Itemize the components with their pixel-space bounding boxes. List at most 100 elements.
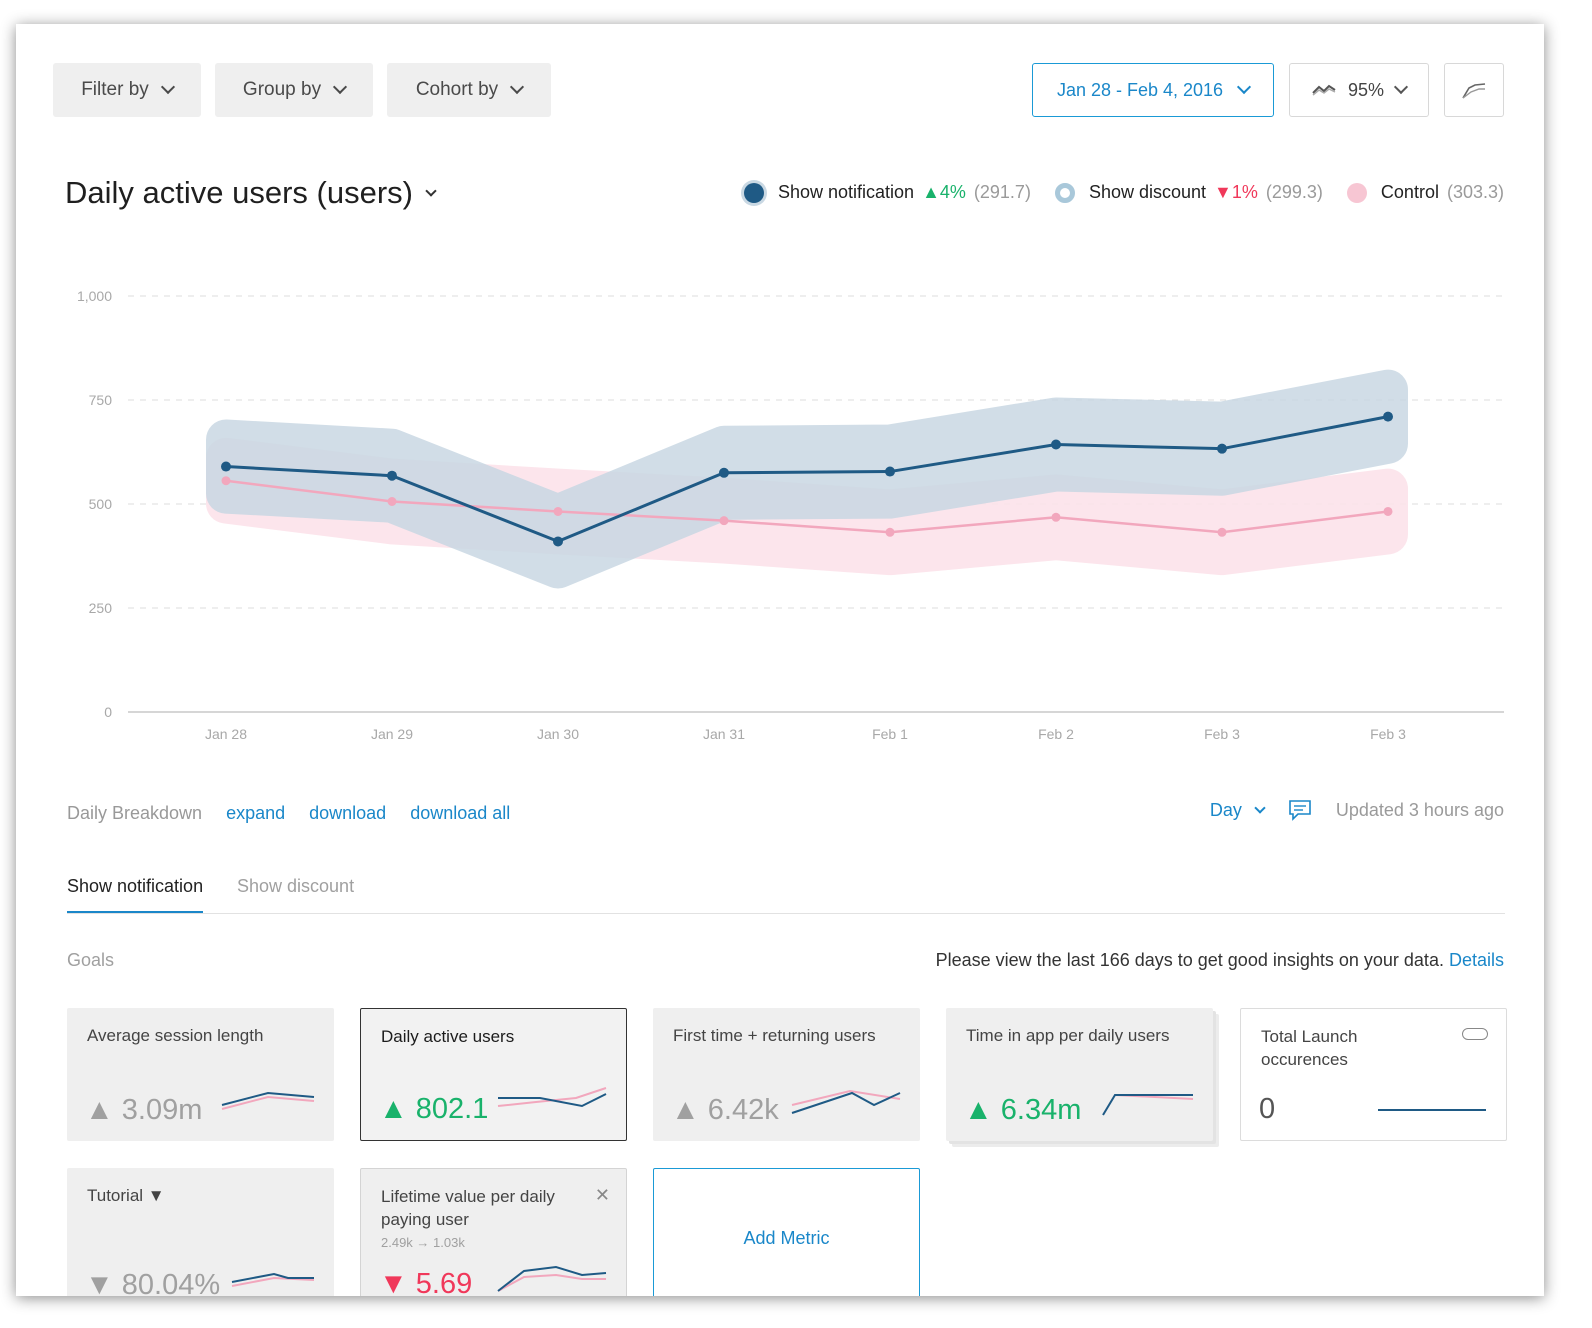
- data-point: [1051, 439, 1061, 450]
- chevron-down-icon: [160, 79, 175, 95]
- legend-name: Show discount: [1088, 182, 1207, 202]
- metric-card-title: First time + returning users: [673, 1026, 876, 1045]
- cohort-by-button[interactable]: Cohort by: [387, 63, 551, 117]
- metric-card-lifetime-value[interactable]: Lifetime value per daily paying user ✕ 2…: [360, 1168, 627, 1296]
- legend-value: (303.3): [1446, 182, 1504, 202]
- tab-show-discount[interactable]: Show discount: [237, 876, 355, 896]
- interval-dropdown[interactable]: Day: [1210, 800, 1266, 821]
- insights-notice: Please view the last 166 days to get goo…: [936, 950, 1504, 971]
- metric-card-value: ▼ 80.04%: [85, 1269, 221, 1296]
- comment-icon[interactable]: [1288, 799, 1312, 821]
- data-point: [221, 476, 231, 486]
- details-link[interactable]: Details: [1448, 950, 1504, 970]
- legend-value: (299.3): [1265, 182, 1323, 202]
- legend-item-control[interactable]: Control (303.3): [1346, 182, 1504, 203]
- y-tick-label: 250: [89, 600, 113, 616]
- goals-heading: Goals: [67, 950, 115, 970]
- metric-card-average-session-length[interactable]: Average session length ▲ 3.09m: [67, 1008, 334, 1141]
- metric-card-total-launch-occurences[interactable]: Total Launch occurences 0: [1240, 1008, 1507, 1141]
- x-tick-label: Feb 3: [1204, 726, 1240, 742]
- x-tick-label: Jan 31: [703, 726, 745, 742]
- chevron-down-icon: [510, 79, 525, 95]
- data-point: [885, 527, 895, 537]
- confidence-dropdown[interactable]: 95%: [1289, 63, 1429, 117]
- series-dot-icon: [1346, 182, 1367, 203]
- data-point: [1217, 443, 1227, 454]
- y-tick-label: 1,000: [77, 288, 112, 304]
- legend-item-show-discount[interactable]: Show discount ▼1% (299.3): [1054, 182, 1323, 203]
- chevron-down-icon: [333, 79, 348, 95]
- sparkline: [231, 1272, 315, 1287]
- data-point: [1383, 506, 1393, 516]
- download-link[interactable]: download: [309, 803, 387, 823]
- chevron-down-icon: [425, 185, 437, 197]
- metric-card-time-in-app[interactable]: Time in app per daily users ▲ 6.34m: [946, 1008, 1213, 1141]
- data-point: [1217, 527, 1227, 537]
- add-metric-button[interactable]: Add Metric: [653, 1168, 920, 1296]
- confidence-value: 95%: [1347, 79, 1385, 100]
- data-point: [553, 506, 563, 516]
- toggle-switch[interactable]: [1462, 1028, 1488, 1040]
- add-metric-label: Add Metric: [743, 1227, 830, 1248]
- tab-show-notification[interactable]: Show notification: [67, 876, 204, 913]
- x-tick-label: Feb 2: [1038, 726, 1074, 742]
- metric-card-daily-active-users[interactable]: Daily active users ▲ 802.1: [360, 1008, 627, 1141]
- metric-card-value: ▼ 5.69: [379, 1268, 473, 1296]
- legend-value: (291.7): [973, 182, 1031, 202]
- sparkline: [497, 1087, 607, 1108]
- confidence-band-icon: [1312, 84, 1336, 96]
- metric-card-first-time-returning-users[interactable]: First time + returning users ▲ 6.42k: [653, 1008, 920, 1141]
- series-ring-icon: [1054, 182, 1075, 203]
- breakdown-tools: Day Updated 3 hours ago: [1210, 799, 1504, 821]
- metric-card-title: Average session length: [87, 1026, 264, 1045]
- date-range-picker[interactable]: Jan 28 - Feb 4, 2016: [1032, 63, 1274, 117]
- x-tick-label: Jan 28: [205, 726, 247, 742]
- metric-card-title: Lifetime value per daily paying user: [381, 1187, 555, 1229]
- group-by-label: Group by: [242, 79, 322, 100]
- cohort-by-label: Cohort by: [415, 79, 499, 100]
- data-point: [1383, 411, 1393, 422]
- chevron-down-icon: [1393, 79, 1409, 95]
- series-line: [225, 479, 1389, 534]
- metric-card-title: Tutorial ▼: [87, 1186, 165, 1205]
- date-range-label: Jan 28 - Feb 4, 2016: [1056, 79, 1224, 100]
- chart-legend: Show notification ▲4% (291.7) Show disco…: [743, 182, 1504, 203]
- x-tick-label: Jan 30: [537, 726, 579, 742]
- metric-card-tutorial[interactable]: Tutorial ▼ ▼ 80.04%: [67, 1168, 334, 1296]
- sparkline: [497, 1265, 607, 1292]
- data-point: [221, 461, 231, 472]
- group-by-button[interactable]: Group by: [215, 63, 373, 117]
- sparkline: [1378, 1109, 1486, 1111]
- line-chart-icon: [1462, 83, 1486, 99]
- metric-card-value: 0: [1259, 1093, 1276, 1125]
- breakdown-bar: Daily Breakdown expand download download…: [67, 803, 510, 824]
- page-title: Daily active users (users): [65, 175, 413, 210]
- data-point: [387, 470, 397, 481]
- legend-item-show-notification[interactable]: Show notification ▲4% (291.7): [743, 182, 1031, 203]
- metric-card-title: Time in app per daily users: [966, 1026, 1170, 1045]
- metric-title-dropdown[interactable]: Daily active users (users): [65, 175, 437, 211]
- metric-card-subtext: 2.49k → 1.03k: [381, 1235, 465, 1250]
- breakdown-label: Daily Breakdown: [67, 803, 203, 823]
- line-chart: 0 250 500 750 1,000 Jan 28 Jan 29 Jan 30 Jan 31 F…: [77, 288, 1504, 742]
- updated-timestamp: Updated 3 hours ago: [1335, 799, 1504, 820]
- filter-by-button[interactable]: Filter by: [53, 63, 201, 117]
- legend-change: ▼1%: [1214, 182, 1258, 202]
- y-tick-label: 500: [89, 496, 113, 512]
- series-line: [225, 415, 1389, 544]
- download-all-link[interactable]: download all: [410, 803, 511, 823]
- chart-type-button[interactable]: [1444, 63, 1504, 117]
- data-point: [553, 536, 563, 547]
- metric-card-value: ▲ 6.34m: [964, 1094, 1082, 1126]
- legend-name: Control: [1380, 182, 1439, 202]
- metric-card-value: ▲ 802.1: [379, 1093, 489, 1125]
- data-point: [387, 497, 397, 507]
- close-icon[interactable]: ✕: [594, 1185, 610, 1205]
- metric-card-value: ▲ 3.09m: [85, 1094, 203, 1126]
- x-tick-label: Feb 3: [1370, 726, 1406, 742]
- variant-tabs: Show notification Show discount: [67, 876, 1505, 914]
- notice-text: Please view the last 166 days to get goo…: [935, 950, 1444, 970]
- x-tick-label: Feb 1: [872, 726, 908, 742]
- expand-link[interactable]: expand: [226, 803, 286, 823]
- metric-card-title: Total Launch occurences: [1261, 1027, 1358, 1069]
